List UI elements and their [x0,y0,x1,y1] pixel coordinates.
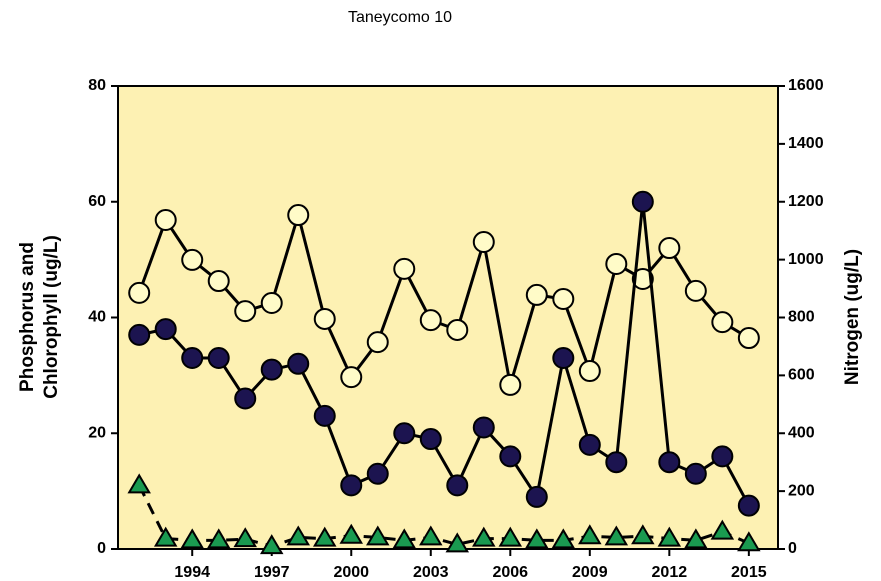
marker [154,208,177,231]
marker [366,331,389,354]
marker [631,524,655,545]
marker [128,281,151,304]
y2-tick-label: 600 [788,367,815,384]
marker [313,307,336,330]
marker [525,485,548,508]
marker [392,528,417,549]
marker [499,373,522,396]
marker [684,279,707,302]
marker [498,526,523,547]
x-tick-label: 2000 [333,564,369,581]
marker [737,327,760,350]
marker [631,190,654,213]
y2-tick-label: 0 [788,540,797,557]
x-tick-label: 2003 [413,564,449,581]
marker [552,347,575,370]
marker [206,528,231,549]
marker [419,525,443,546]
marker [631,268,654,291]
y2-tick-label: 800 [788,309,815,326]
y2-axis-label: Nitrogen (ug/L) [842,249,863,385]
marker [684,462,707,485]
marker [393,422,416,445]
marker [366,525,390,546]
marker [605,252,628,275]
marker [657,526,682,547]
y-tick-label: 80 [88,77,106,94]
marker [658,237,681,260]
y-tick-label: 20 [88,424,106,441]
marker [472,230,495,253]
x-tick-label: 2006 [492,564,528,581]
marker [259,534,284,555]
x-tick-label: 1994 [174,564,210,581]
y2-tick-label: 1600 [788,77,824,94]
marker [472,416,495,439]
marker [711,445,734,468]
marker [419,309,442,332]
y-tick-label: 40 [88,309,106,326]
marker [604,525,629,546]
y2-tick-label: 1200 [788,193,824,210]
marker [711,311,734,334]
chart-title: Taneycomo 10 [348,9,452,26]
y-axis-label: Chlorophyll (ug/L) [41,235,62,399]
marker [525,528,549,549]
marker [127,473,151,494]
marker [551,528,576,549]
marker [605,451,628,474]
marker [207,270,230,293]
marker [340,366,363,389]
y-tick-label: 0 [97,540,106,557]
marker [154,318,177,341]
marker [578,524,602,545]
x-tick-label: 2015 [731,564,767,581]
x-tick-label: 2009 [572,564,608,581]
marker [366,462,389,485]
marker [340,474,363,497]
marker [419,428,442,451]
marker [313,404,336,427]
marker [260,358,283,381]
marker [710,519,735,540]
marker [339,523,364,544]
marker [181,248,204,271]
y2-tick-label: 200 [788,482,815,499]
y-tick-label: 60 [88,193,106,210]
marker [737,531,761,552]
marker [260,292,283,315]
marker [393,257,416,280]
marker [446,318,469,341]
marker [128,323,151,346]
marker [180,528,204,549]
marker [153,526,178,547]
x-tick-label: 1997 [254,564,290,581]
marker [287,204,310,227]
marker [445,532,470,553]
marker [578,360,601,383]
marker [578,433,601,456]
marker [312,526,337,547]
marker [737,494,760,517]
y-axis-label: Phosphorus and [17,242,38,392]
marker [234,300,257,323]
marker [684,528,708,549]
marker [552,287,575,310]
marker [234,387,257,410]
marker [658,451,681,474]
y2-tick-label: 1400 [788,135,824,152]
marker [181,347,204,370]
marker [286,525,310,546]
marker [472,526,496,547]
marker [207,347,230,370]
x-tick-label: 2012 [652,564,688,581]
marker [499,445,522,468]
marker [287,352,310,375]
y2-tick-label: 1000 [788,251,824,268]
y2-tick-label: 400 [788,424,815,441]
marker [525,283,548,306]
marker [446,474,469,497]
marker [233,527,257,548]
